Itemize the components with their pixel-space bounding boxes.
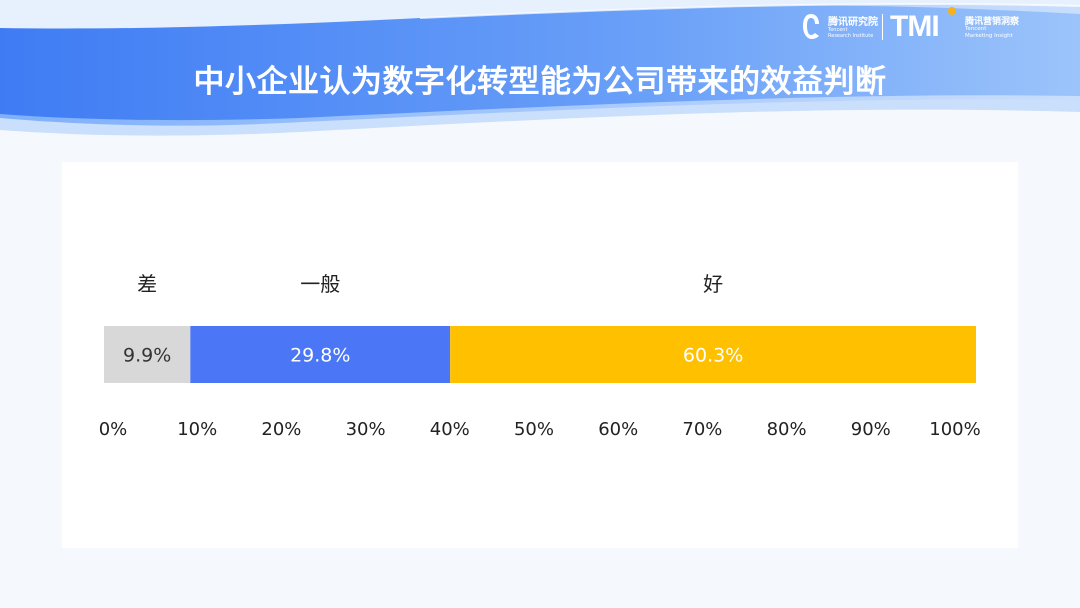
bar-segment-2 <box>450 326 977 383</box>
legend-label-2: 好 <box>703 272 723 296</box>
tencent-research-logo-icon <box>803 14 819 39</box>
bar-segment-1 <box>190 326 451 383</box>
data-label-0: 9.9% <box>123 345 171 367</box>
banner-waves <box>0 0 1080 150</box>
x-tick-label-10: 100% <box>929 419 980 440</box>
data-label-1: 29.8% <box>290 345 350 367</box>
stacked-bar-chart: 9.9% 差 29.8% 一般 60.3% 好 0% 10% 20% 30% 40% 50% 60% 70… <box>99 272 981 440</box>
tencent-research-name: 腾讯研究院 <box>828 17 878 28</box>
x-tick-label-6: 60% <box>598 419 638 440</box>
x-tick-label-4: 40% <box>430 419 470 440</box>
data-label-2: 60.3% <box>683 345 743 367</box>
tmi-logo: TMI <box>890 10 940 43</box>
x-tick-label-7: 70% <box>682 419 722 440</box>
x-tick-label-3: 30% <box>346 419 386 440</box>
x-tick-label-1: 10% <box>177 419 217 440</box>
page-title: 中小企业认为数字化转型能为公司带来的效益判断 <box>193 64 887 100</box>
bar-segment-0 <box>104 326 191 383</box>
x-tick-label-0: 0% <box>99 419 128 440</box>
legend-label-0: 差 <box>137 272 157 296</box>
x-tick-label-2: 20% <box>261 419 301 440</box>
x-tick-label-5: 50% <box>514 419 554 440</box>
legend-label-1: 一般 <box>300 272 340 296</box>
x-tick-label-8: 80% <box>767 419 807 440</box>
tmi-name: 腾讯营销洞察 <box>965 17 1020 27</box>
tencent-research-en: Tencent Research Institute <box>828 27 874 39</box>
brand-logos: 腾讯研究院 Tencent Research Institute TMI 腾讯营销… <box>800 7 1030 46</box>
tmi-logo-dot-icon <box>948 7 956 15</box>
x-tick-label-9: 90% <box>851 419 891 440</box>
header-banner <box>0 0 1080 150</box>
chart-panel: 9.9% 差 29.8% 一般 60.3% 好 0% 10% 20% 30% 40% 50% 60% 70… <box>62 162 1018 548</box>
tmi-en: Tencent Marketing Insight <box>965 26 1013 39</box>
logo-divider <box>882 14 883 40</box>
